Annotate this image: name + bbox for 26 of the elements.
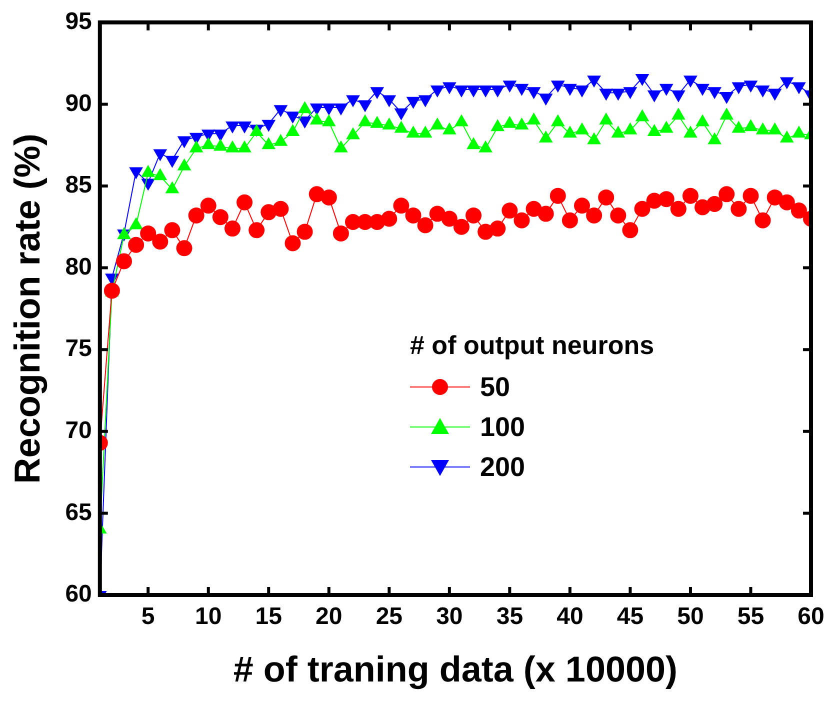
y-tick-label: 85 [65,172,92,199]
legend-title: # of output neurons [410,330,654,361]
x-tick-label: 45 [616,603,644,630]
y-tick-label: 60 [65,580,92,608]
x-tick-label: 55 [737,603,764,630]
x-tick-label: 20 [316,603,342,630]
y-tick-label: 90 [65,90,92,117]
y-tick-label: 65 [65,498,92,526]
x-axis-title: # of traning data (x 10000) [233,648,678,690]
x-tick-label: 10 [195,603,222,630]
y-tick-label: 70 [65,417,92,444]
x-tick-label: 25 [376,603,403,630]
legend-label: 50 [480,372,510,402]
y-axis-title: Recognition rate (%) [6,134,48,484]
y-tick-label: 95 [65,8,92,36]
x-tick-label: 5 [141,603,155,630]
y-tick-label: 75 [65,335,92,362]
x-tick-label: 40 [556,603,584,630]
x-tick-label: 60 [798,603,824,630]
x-tick-label: 30 [436,603,463,630]
legend-label: 200 [480,452,526,482]
legend-label: 100 [480,412,526,442]
x-tick-label: 15 [255,603,282,630]
y-tick-label: 80 [65,253,92,280]
x-tick-label: 50 [677,603,704,630]
x-tick-label: 35 [496,603,524,630]
